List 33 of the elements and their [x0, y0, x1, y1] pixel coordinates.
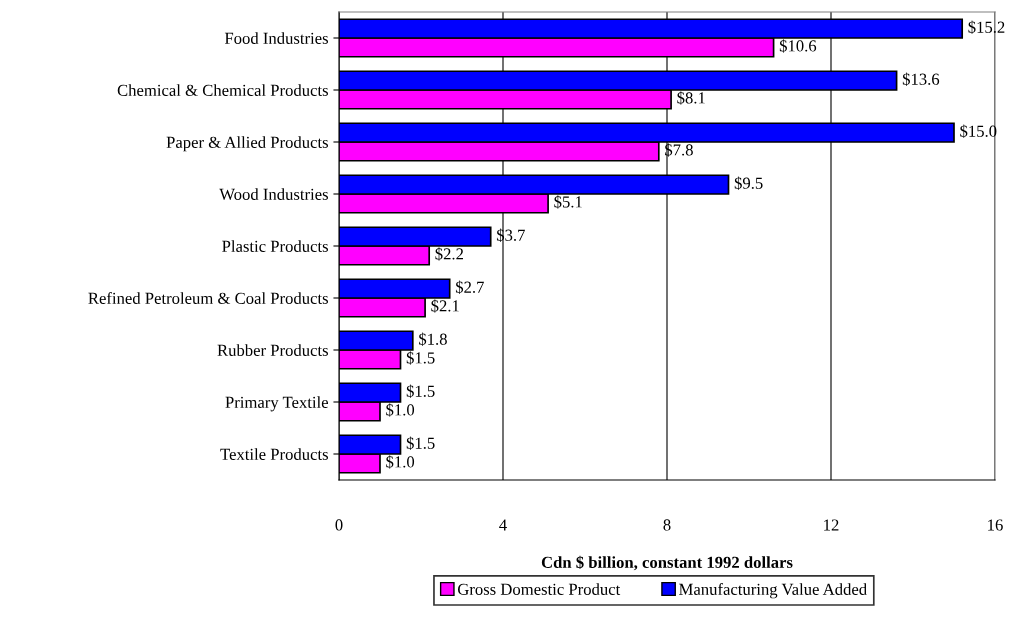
y-tick-label: Chemical & Chemical Products — [117, 84, 328, 96]
data-label: $1.5 — [406, 436, 435, 450]
data-label: $2.7 — [455, 280, 484, 294]
x-tick-label: 4 — [499, 519, 507, 531]
data-label: $15.0 — [960, 124, 997, 138]
data-label: $9.5 — [734, 176, 763, 190]
y-tick-label: Paper & Allied Products — [166, 136, 328, 152]
y-tick-label: Wood Industries — [219, 188, 328, 201]
y-tick-label: Food Industries — [224, 32, 328, 44]
data-label: $1.8 — [419, 332, 447, 346]
x-tick-label: 0 — [335, 519, 343, 531]
data-label: $5.1 — [554, 195, 582, 209]
data-label: $2.2 — [435, 247, 463, 261]
legend-label: Gross Domestic Product — [457, 583, 621, 595]
legend-label: Manufacturing Value Added — [679, 583, 867, 599]
data-label: $2.1 — [431, 299, 459, 313]
data-label: $10.6 — [779, 39, 817, 53]
y-tick-label: Refined Petroleum & Coal Products — [88, 292, 328, 304]
data-label: $1.0 — [386, 455, 415, 469]
y-tick-label: Plastic Products — [222, 240, 328, 252]
data-label: $1.0 — [386, 403, 415, 417]
y-tick-label: Textile Products — [220, 448, 328, 460]
data-label: $1.5 — [406, 384, 435, 398]
x-tick-label: 16 — [988, 519, 1003, 531]
data-label: $15.2 — [968, 20, 1005, 34]
x-axis-title: Cdn $ billion, constant 1992 dollars — [541, 555, 793, 571]
x-tick-label: 12 — [824, 519, 839, 531]
data-label: $1.5 — [406, 351, 435, 365]
data-label: $13.6 — [902, 72, 940, 86]
data-label: $8.1 — [677, 91, 705, 105]
y-tick-label: Rubber Products — [217, 344, 328, 356]
x-tick-label: 8 — [663, 519, 671, 531]
y-tick-label: Primary Textile — [225, 396, 329, 412]
